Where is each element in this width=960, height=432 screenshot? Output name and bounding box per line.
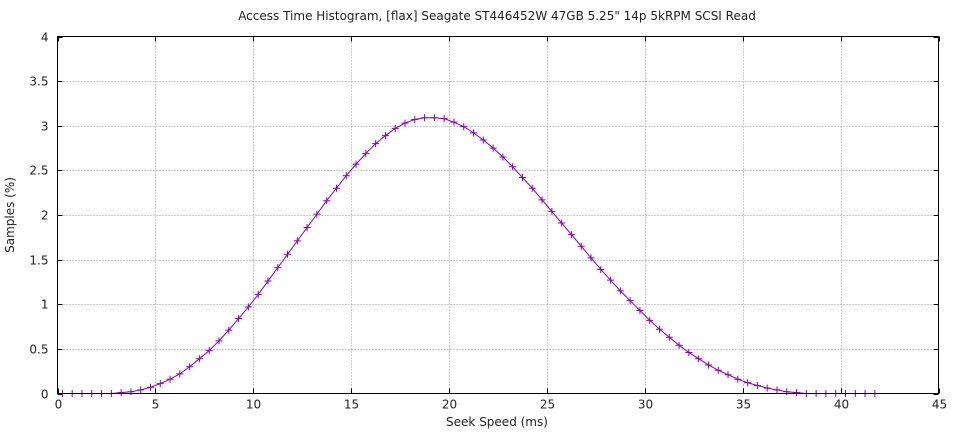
data-point (695, 355, 703, 363)
data-point (577, 242, 585, 250)
data-point (254, 290, 262, 298)
tick-labels: 0 5 10 15 20 25 30 35 40 45 0 0.5 1 1.5 2 2.5 3 3.5 4 (29, 31, 947, 412)
data-point (195, 355, 203, 363)
data-point (763, 384, 771, 392)
data-point (567, 231, 575, 239)
data-point (450, 118, 458, 126)
plot-frame (57, 36, 939, 394)
data-point (186, 363, 194, 371)
data-point (636, 306, 644, 314)
data-point (411, 116, 419, 124)
data-point (342, 172, 350, 180)
x-axis-label: Seek Speed (ms) (446, 415, 548, 429)
y-tick-label: 1.5 (29, 254, 48, 268)
x-tick-label: 15 (344, 398, 359, 412)
data-point (665, 333, 673, 341)
data-point (607, 276, 615, 284)
x-tick-label: 35 (736, 398, 751, 412)
data-point (401, 119, 409, 127)
x-tick-label: 5 (152, 398, 160, 412)
y-tick-label: 0.5 (29, 343, 48, 357)
data-point (274, 264, 282, 272)
grid-lines (57, 36, 939, 394)
data-point (313, 210, 321, 218)
data-point (372, 140, 380, 148)
chart-title: Access Time Histogram, [flax] Seagate ST… (238, 9, 756, 23)
y-tick-label: 1 (41, 298, 49, 312)
data-point (421, 114, 429, 122)
y-tick-label: 0 (41, 388, 49, 402)
data-point (205, 347, 213, 355)
data-point (430, 114, 438, 122)
data-point (381, 132, 389, 140)
data-point (675, 341, 683, 349)
data-point (656, 325, 664, 333)
series-group (58, 114, 879, 397)
data-point (597, 265, 605, 273)
x-tick-label: 25 (540, 398, 555, 412)
data-point (137, 386, 145, 394)
data-point (284, 250, 292, 258)
data-point (117, 389, 125, 397)
series-line (62, 117, 875, 394)
data-point (352, 160, 360, 168)
data-point (332, 184, 340, 192)
data-point (783, 388, 791, 396)
x-tick-label: 30 (638, 398, 653, 412)
data-point (323, 197, 331, 205)
data-point (685, 348, 693, 356)
y-tick-label: 2 (41, 209, 49, 223)
data-point (146, 383, 154, 391)
y-axis-label: Samples (%) (3, 177, 17, 253)
data-point (127, 388, 135, 396)
y-tick-label: 4 (41, 31, 49, 45)
data-point (156, 380, 164, 388)
data-point (509, 163, 517, 171)
data-point (303, 223, 311, 231)
data-point (587, 254, 595, 262)
data-point (460, 123, 468, 131)
data-point (724, 371, 732, 379)
data-point (479, 136, 487, 144)
data-point (264, 277, 272, 285)
x-tick-label: 0 (55, 398, 63, 412)
data-point (753, 381, 761, 389)
data-point (773, 386, 781, 394)
data-point (714, 366, 722, 374)
data-point (793, 389, 801, 397)
y-tick-label: 2.5 (29, 164, 48, 178)
data-point (704, 361, 712, 369)
data-point (548, 207, 556, 215)
data-point (538, 196, 546, 204)
y-tick-label: 3.5 (29, 75, 48, 89)
data-point (744, 379, 752, 387)
x-tick-label: 45 (932, 398, 947, 412)
data-point (235, 315, 243, 323)
data-point (225, 326, 233, 334)
data-point (646, 316, 654, 324)
x-tick-label: 20 (442, 398, 457, 412)
x-tick-label: 40 (834, 398, 849, 412)
data-point (362, 149, 370, 157)
data-point (528, 184, 536, 192)
axis-ticks (57, 36, 940, 395)
data-point (558, 219, 566, 227)
data-point (734, 375, 742, 383)
data-point (391, 124, 399, 132)
data-point (440, 115, 448, 123)
data-point (470, 129, 478, 137)
x-tick-label: 10 (246, 398, 261, 412)
data-point (166, 375, 174, 383)
data-point (518, 174, 526, 182)
data-point (215, 337, 223, 345)
data-point (499, 153, 507, 161)
data-point (489, 144, 497, 152)
y-tick-label: 3 (41, 120, 49, 134)
data-point (244, 303, 252, 311)
data-point (293, 237, 301, 245)
data-point (176, 370, 184, 378)
data-point (626, 297, 634, 305)
data-point (616, 287, 624, 295)
